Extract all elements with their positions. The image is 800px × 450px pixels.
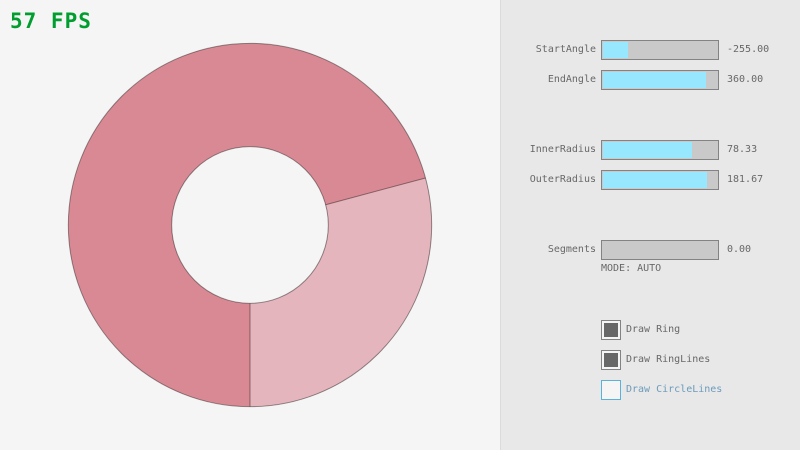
- end-angle-label: EndAngle: [547, 74, 596, 85]
- outer-radius-value: 181.67: [727, 174, 764, 185]
- start-angle-slider-fill: [603, 42, 628, 58]
- segments-slider[interactable]: [601, 240, 719, 260]
- draw-ringlines-checkbox[interactable]: [601, 350, 621, 370]
- draw-ringlines-check-icon: [604, 353, 618, 367]
- fps-counter: 57 FPS: [10, 9, 92, 33]
- ring-inner-line: [171, 146, 329, 304]
- inner-radius-label: InnerRadius: [529, 144, 596, 155]
- controls-panel: StartAngle -255.00 EndAngle 360.00 Inner…: [500, 0, 800, 450]
- inner-radius-slider[interactable]: [601, 140, 719, 160]
- ring-light-sector: [250, 177, 432, 407]
- inner-radius-slider-fill: [603, 142, 693, 158]
- inner-radius-value: 78.33: [727, 144, 758, 155]
- ring-hole: [171, 146, 329, 304]
- end-angle-value: 360.00: [727, 74, 764, 85]
- segments-value: 0.00: [727, 244, 752, 255]
- start-angle-value: -255.00: [727, 44, 770, 55]
- outer-radius-label: OuterRadius: [529, 174, 596, 185]
- ring-lines: [67, 42, 433, 408]
- ring-outer-line: [67, 42, 433, 408]
- start-angle-slider[interactable]: [601, 40, 719, 60]
- draw-ring-label: Draw Ring: [626, 324, 681, 335]
- segments-label: Segments: [547, 244, 596, 255]
- outer-radius-slider-fill: [603, 172, 707, 188]
- draw-ringlines-label: Draw RingLines: [626, 354, 711, 365]
- draw-ring-check-icon: [604, 323, 618, 337]
- ring-radial-line-east: [325, 177, 426, 206]
- start-angle-label: StartAngle: [535, 44, 596, 55]
- draw-circlelines-label: Draw CircleLines: [626, 384, 723, 395]
- end-angle-slider-fill: [603, 72, 706, 88]
- outer-radius-slider[interactable]: [601, 170, 719, 190]
- mode-label: MODE: AUTO: [601, 263, 662, 274]
- draw-ring-checkbox[interactable]: [601, 320, 621, 340]
- draw-circlelines-checkbox[interactable]: [601, 380, 621, 400]
- end-angle-slider[interactable]: [601, 70, 719, 90]
